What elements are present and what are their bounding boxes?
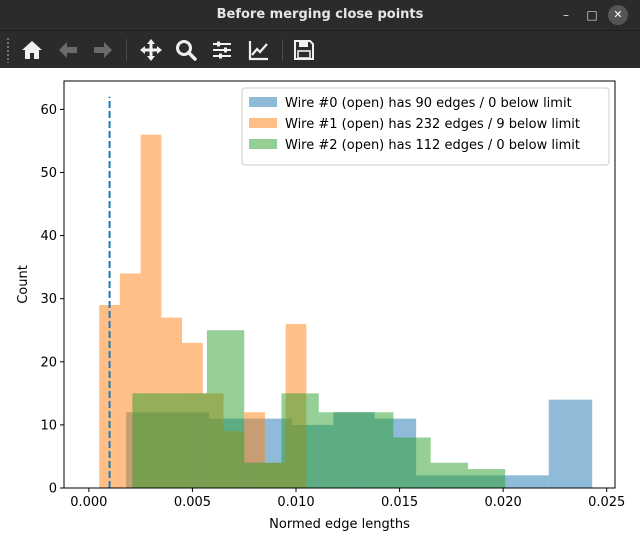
figure-canvas[interactable]: 0.000 0.005 0.010 0.015 0.020 0.025 0 10 20 30 40 5…	[0, 67, 640, 547]
toolbar-grip[interactable]	[6, 37, 10, 63]
arrow-right-icon	[94, 42, 112, 58]
y-tick-label: 20	[40, 355, 57, 370]
home-icon	[22, 41, 42, 59]
histogram-chart[interactable]: 0.000 0.005 0.010 0.015 0.020 0.025 0 10 20 30 40 5…	[0, 67, 640, 547]
y-tick-label: 30	[40, 292, 57, 307]
y-tick-label: 0	[49, 482, 57, 497]
toolbar-separator	[126, 39, 127, 61]
chart-line-icon	[248, 41, 268, 61]
subplots-button[interactable]	[208, 36, 236, 64]
histogram-bar	[499, 475, 549, 488]
navigation-toolbar	[0, 30, 640, 68]
histogram-bar	[430, 462, 468, 488]
back-button[interactable]	[54, 36, 82, 64]
maximize-icon[interactable]: □	[586, 8, 598, 22]
histogram-bar	[281, 393, 319, 488]
histogram-bar	[356, 412, 394, 488]
histogram-bar	[132, 393, 170, 488]
home-button[interactable]	[18, 36, 46, 64]
histogram-bar	[318, 412, 357, 488]
x-tick-label: 0.020	[485, 495, 522, 510]
save-button[interactable]	[290, 36, 318, 64]
forward-button[interactable]	[89, 36, 117, 64]
x-tick-label: 0.010	[277, 495, 314, 510]
histogram-bar	[206, 330, 245, 488]
minimize-icon[interactable]: –	[563, 8, 569, 22]
histogram-bar	[393, 437, 431, 488]
y-tick-label: 40	[40, 229, 57, 244]
edit-axis-button[interactable]	[245, 36, 273, 64]
window-titlebar: Before merging close points – □ ✕	[0, 0, 640, 30]
x-axis-label: Normed edge lengths	[269, 517, 410, 532]
magnifier-icon	[176, 40, 197, 61]
legend-swatch	[249, 139, 277, 149]
sliders-icon	[213, 41, 231, 59]
x-tick-label: 0.005	[174, 495, 211, 510]
floppy-disk-icon	[294, 40, 314, 60]
arrow-left-icon	[59, 42, 77, 58]
y-tick-label: 50	[40, 166, 57, 181]
x-tick-label: 0.025	[588, 495, 625, 510]
histogram-bar	[169, 393, 207, 488]
x-tick-label: 0.015	[381, 495, 418, 510]
pan-button[interactable]	[137, 36, 165, 64]
toolbar-separator	[282, 39, 283, 61]
x-tick-label: 0.000	[70, 495, 107, 510]
y-axis-label: Count	[16, 265, 31, 304]
window-title: Before merging close points	[216, 7, 424, 22]
legend-swatch	[249, 97, 277, 107]
histogram-bar	[548, 399, 593, 488]
histogram-bar	[467, 469, 506, 488]
legend-entry: Wire #1 (open) has 232 edges / 9 below l…	[285, 117, 580, 132]
histogram-bar	[244, 462, 282, 488]
zoom-button[interactable]	[172, 36, 200, 64]
legend-box	[241, 87, 610, 166]
legend-entry: Wire #2 (open) has 112 edges / 0 below l…	[285, 138, 580, 153]
y-tick-label: 10	[40, 418, 57, 433]
y-tick-label: 60	[40, 103, 57, 118]
move-icon	[140, 39, 162, 61]
legend-entry: Wire #0 (open) has 90 edges / 0 below li…	[285, 96, 572, 111]
close-icon[interactable]: ✕	[608, 5, 628, 25]
axes-frame	[63, 80, 616, 489]
legend-swatch	[249, 118, 277, 128]
